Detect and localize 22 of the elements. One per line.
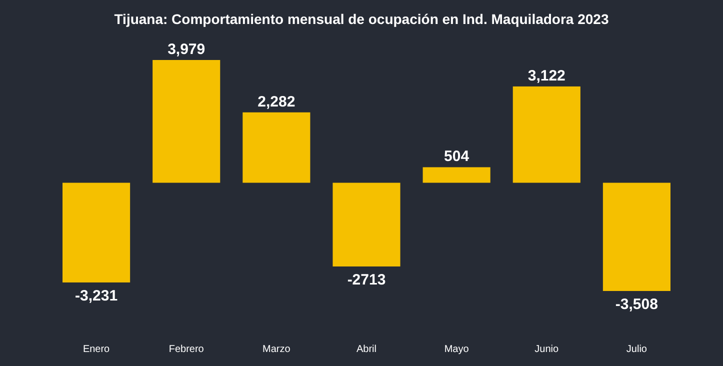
x-tick-label: Febrero [168, 344, 204, 355]
bar [152, 60, 220, 183]
bar [62, 182, 130, 282]
data-label: 3,979 [168, 41, 206, 58]
x-tick-label: Abril [356, 344, 377, 355]
x-tick-label: Junio [534, 344, 560, 355]
x-tick-label: Marzo [262, 344, 291, 355]
data-label: 504 [444, 148, 470, 166]
bar [602, 182, 670, 291]
x-tick-label: Julio [626, 344, 648, 355]
data-label: -2713 [347, 271, 386, 288]
bar [242, 112, 310, 183]
x-tick-label: Mayo [444, 344, 470, 355]
data-label: -3,231 [75, 287, 118, 304]
data-label: -3,508 [615, 296, 658, 313]
bar [512, 86, 580, 183]
data-label: 3,122 [528, 67, 566, 84]
x-tick-label: Enero [82, 344, 110, 355]
bar [422, 167, 490, 183]
data-label: 2,282 [258, 93, 296, 110]
bar [332, 182, 400, 266]
chart-title: Tijuana: Comportamiento mensual de ocupación en Ind. Maquiladora 2023 [114, 11, 609, 27]
